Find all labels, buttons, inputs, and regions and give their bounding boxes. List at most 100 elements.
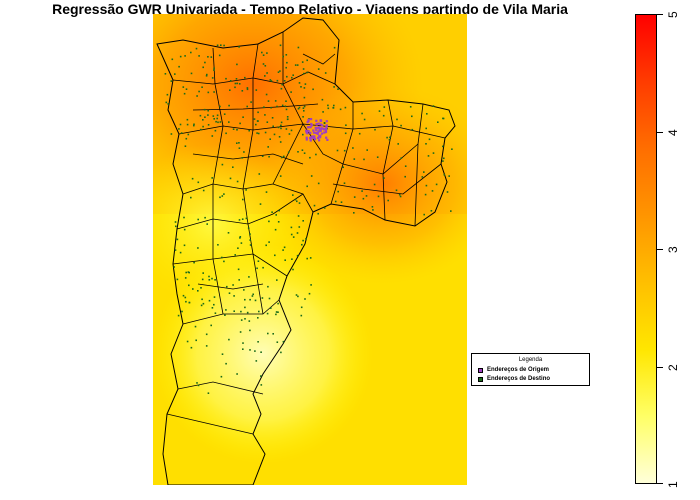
destination-point	[267, 146, 269, 148]
destination-point	[241, 157, 244, 159]
destination-point	[175, 225, 177, 228]
destination-point	[178, 65, 180, 68]
destination-point	[211, 277, 213, 280]
destination-point	[176, 278, 179, 281]
destination-point	[184, 145, 187, 147]
destination-point	[219, 105, 221, 108]
destination-point	[242, 198, 244, 201]
destination-point	[241, 218, 244, 220]
destination-point	[423, 213, 425, 216]
destination-point	[254, 299, 257, 302]
destination-point	[219, 121, 222, 123]
destination-point	[287, 118, 289, 120]
destination-point	[257, 260, 260, 262]
origin-point	[309, 136, 312, 139]
destination-point	[372, 209, 374, 211]
destination-point	[276, 279, 278, 281]
legend-item-destination: Endereços de Destino	[478, 375, 550, 383]
destination-point	[214, 279, 216, 281]
destination-point	[292, 194, 294, 196]
destination-point	[288, 133, 291, 135]
origin-point	[307, 130, 310, 133]
destination-point	[236, 142, 238, 144]
destination-point	[180, 132, 183, 134]
destination-point	[285, 54, 288, 56]
destination-point	[188, 284, 190, 287]
destination-point	[202, 272, 204, 274]
destination-point	[279, 44, 282, 47]
destination-point	[298, 82, 301, 84]
destination-point	[389, 136, 391, 139]
destination-point	[202, 302, 205, 305]
origin-point	[316, 126, 319, 130]
destination-point	[190, 51, 192, 54]
destination-point	[223, 113, 226, 115]
legend: Legenda Endereços de Origem Endereços de…	[471, 353, 590, 386]
destination-point	[164, 73, 167, 75]
destination-point	[250, 101, 252, 103]
destination-point	[223, 44, 225, 47]
destination-point	[188, 301, 191, 304]
destination-point	[342, 166, 344, 169]
destination-point	[277, 126, 280, 129]
destination-point	[265, 93, 268, 96]
destination-point	[282, 340, 285, 343]
destination-point	[339, 108, 342, 111]
destination-point	[374, 128, 376, 131]
destination-point	[446, 191, 449, 193]
destination-point	[238, 83, 241, 85]
destination-point	[249, 298, 251, 301]
destination-point	[249, 233, 251, 235]
destination-point	[167, 103, 169, 105]
destination-point	[190, 72, 193, 75]
destination-point	[423, 171, 425, 173]
destination-point	[306, 59, 308, 62]
colorbar	[635, 14, 657, 484]
destination-point	[302, 133, 304, 136]
colorbar-tick	[657, 483, 663, 484]
origin-point	[319, 129, 322, 132]
destination-point	[358, 132, 361, 135]
destination-point	[383, 177, 385, 179]
destination-point	[280, 124, 282, 127]
destination-point	[186, 123, 189, 126]
destination-point	[246, 88, 249, 91]
destination-point	[187, 271, 190, 273]
destination-point	[400, 124, 402, 127]
destination-point	[256, 267, 258, 270]
colorbar-tick	[657, 249, 663, 250]
destination-point	[267, 332, 269, 335]
origin-point	[305, 131, 308, 134]
origin-point	[322, 127, 325, 130]
destination-point	[363, 118, 366, 121]
destination-point	[377, 195, 380, 198]
destination-point	[290, 129, 293, 132]
destination-point	[297, 295, 299, 298]
destination-point	[197, 218, 199, 221]
destination-point	[280, 156, 283, 159]
destination-point	[264, 114, 266, 116]
origin-point	[317, 130, 320, 133]
destination-point	[202, 125, 204, 128]
destination-point	[179, 123, 182, 126]
destination-point	[234, 254, 236, 256]
destination-point	[333, 46, 336, 49]
destination-point	[333, 104, 335, 107]
origin-point	[306, 121, 309, 124]
destination-point	[317, 212, 319, 215]
destination-point	[404, 165, 407, 167]
destination-point	[292, 236, 295, 238]
destination-point	[291, 258, 293, 260]
origin-point	[325, 124, 328, 127]
destination-point	[236, 373, 238, 375]
destination-point	[275, 311, 278, 313]
destination-point	[212, 115, 215, 117]
destination-point	[298, 202, 301, 204]
origin-point	[317, 126, 320, 129]
destination-point	[296, 254, 299, 257]
destination-point	[303, 96, 306, 99]
destination-point	[201, 298, 203, 301]
destination-point	[337, 88, 339, 90]
destination-point	[190, 346, 193, 349]
destination-point	[265, 244, 267, 247]
